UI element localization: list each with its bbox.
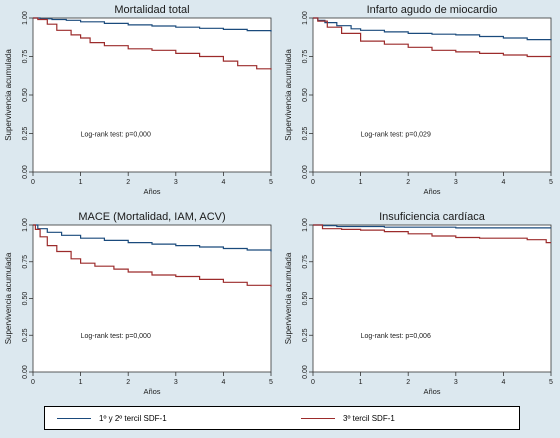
chart-panel-infarto: Infarto agudo de miocardio 0.00 0.25 0.50 0.…	[284, 4, 553, 196]
y-tick-label: 1.00	[22, 218, 29, 232]
x-tick-label: 1	[359, 179, 363, 186]
y-tick-label: 0.50	[302, 292, 309, 306]
x-tick-label: 1	[359, 379, 363, 386]
series-line-2	[313, 224, 551, 244]
y-tick-label: 0.25	[22, 127, 29, 141]
legend-label-series-2: 3º tercil SDF-1	[343, 413, 395, 423]
x-tick-label: 5	[269, 379, 273, 386]
x-tick-label: 2	[406, 379, 410, 386]
x-tick-label: 4	[501, 179, 505, 186]
x-tick-label: 3	[454, 179, 458, 186]
x-axis-label: Años	[143, 187, 160, 196]
y-tick-label: 0.75	[302, 255, 309, 269]
legend-item-series-2: 3º tercil SDF-1	[301, 407, 395, 429]
series-line-2	[33, 17, 272, 70]
chart-title: MACE (Mortalidad, IAM, ACV)	[78, 211, 225, 223]
x-tick-label: 0	[31, 379, 35, 386]
x-tick-label: 0	[311, 179, 315, 186]
y-tick-label: 1.00	[22, 11, 29, 25]
series-line-1	[33, 17, 272, 32]
legend-swatch-series-2	[301, 417, 335, 419]
series-line-1	[313, 17, 552, 41]
x-tick-label: 1	[79, 379, 83, 386]
x-tick-label: 2	[126, 379, 130, 386]
x-tick-label: 5	[269, 179, 273, 186]
y-tick-label: 0.25	[302, 127, 309, 141]
y-tick-label: 1.00	[302, 11, 309, 25]
legend: 1º y 2º tercil SDF-1 3º tercil SDF-1	[44, 406, 520, 430]
y-tick-label: 0.75	[302, 50, 309, 64]
chart-title: Insuficiencia cardíaca	[379, 211, 486, 223]
x-tick-label: 3	[174, 379, 178, 386]
chart-panel-mortalidad: Mortalidad total 0.00 0.25 0.50 0.75 1.00 0 1 2 3…	[4, 4, 273, 196]
x-tick-label: 2	[126, 179, 130, 186]
y-tick-label: 1.00	[302, 218, 309, 232]
chart-panel-mace: MACE (Mortalidad, IAM, ACV) 0.00 0.25 0.50 0…	[4, 211, 273, 396]
chart-title: Mortalidad total	[114, 4, 189, 16]
x-axis-label: Años	[423, 187, 440, 196]
x-axis-label: Años	[143, 387, 160, 396]
x-tick-label: 4	[221, 379, 225, 386]
x-tick-label: 4	[501, 379, 505, 386]
y-axis-label: Supervivencia acumulada	[4, 252, 13, 344]
plot-area	[312, 17, 552, 173]
x-tick-label: 3	[454, 379, 458, 386]
chart-panel-insuficiencia: Insuficiencia cardíaca 0.00 0.25 0.50 0.75 1.…	[284, 211, 553, 396]
plot-area	[312, 224, 552, 373]
log-rank-annotation: Log-rank test: p=0,000	[81, 132, 151, 139]
y-tick-label: 0.75	[22, 255, 29, 269]
x-tick-label: 0	[31, 179, 35, 186]
legend-swatch-series-1	[57, 417, 91, 419]
y-tick-label: 0.00	[302, 165, 309, 179]
legend-label-series-1: 1º y 2º tercil SDF-1	[99, 413, 167, 423]
y-axis-label: Supervivencia acumulada	[4, 49, 13, 141]
x-tick-label: 1	[79, 179, 83, 186]
x-tick-label: 0	[311, 379, 315, 386]
y-tick-label: 0.50	[302, 88, 309, 102]
y-axis-label: Supervivencia acumulada	[284, 252, 293, 344]
series-line-2	[33, 224, 272, 287]
log-rank-annotation: Log-rank test: p=0,029	[361, 132, 431, 139]
y-tick-label: 0.25	[302, 328, 309, 342]
y-tick-label: 0.50	[22, 88, 29, 102]
x-tick-label: 4	[221, 179, 225, 186]
log-rank-annotation: Log-rank test: p=0,006	[361, 333, 431, 340]
series-line-2	[313, 17, 551, 58]
series-line-1	[33, 224, 272, 252]
x-tick-label: 2	[406, 179, 410, 186]
x-axis-label: Años	[423, 387, 440, 396]
log-rank-annotation: Log-rank test: p=0,000	[81, 333, 151, 340]
y-tick-label: 0.50	[22, 292, 29, 306]
series-line-1	[313, 224, 551, 229]
x-tick-label: 3	[174, 179, 178, 186]
chart-title: Infarto agudo de miocardio	[367, 4, 498, 16]
y-tick-label: 0.00	[22, 165, 29, 179]
plot-area	[32, 224, 272, 373]
plot-area	[32, 17, 272, 173]
x-tick-label: 5	[549, 179, 553, 186]
y-tick-label: 0.00	[302, 365, 309, 379]
legend-item-series-1: 1º y 2º tercil SDF-1	[57, 407, 167, 429]
y-tick-label: 0.00	[22, 365, 29, 379]
y-axis-label: Supervivencia acumulada	[284, 49, 293, 141]
y-tick-label: 0.25	[22, 328, 29, 342]
x-tick-label: 5	[549, 379, 553, 386]
y-tick-label: 0.75	[22, 50, 29, 64]
